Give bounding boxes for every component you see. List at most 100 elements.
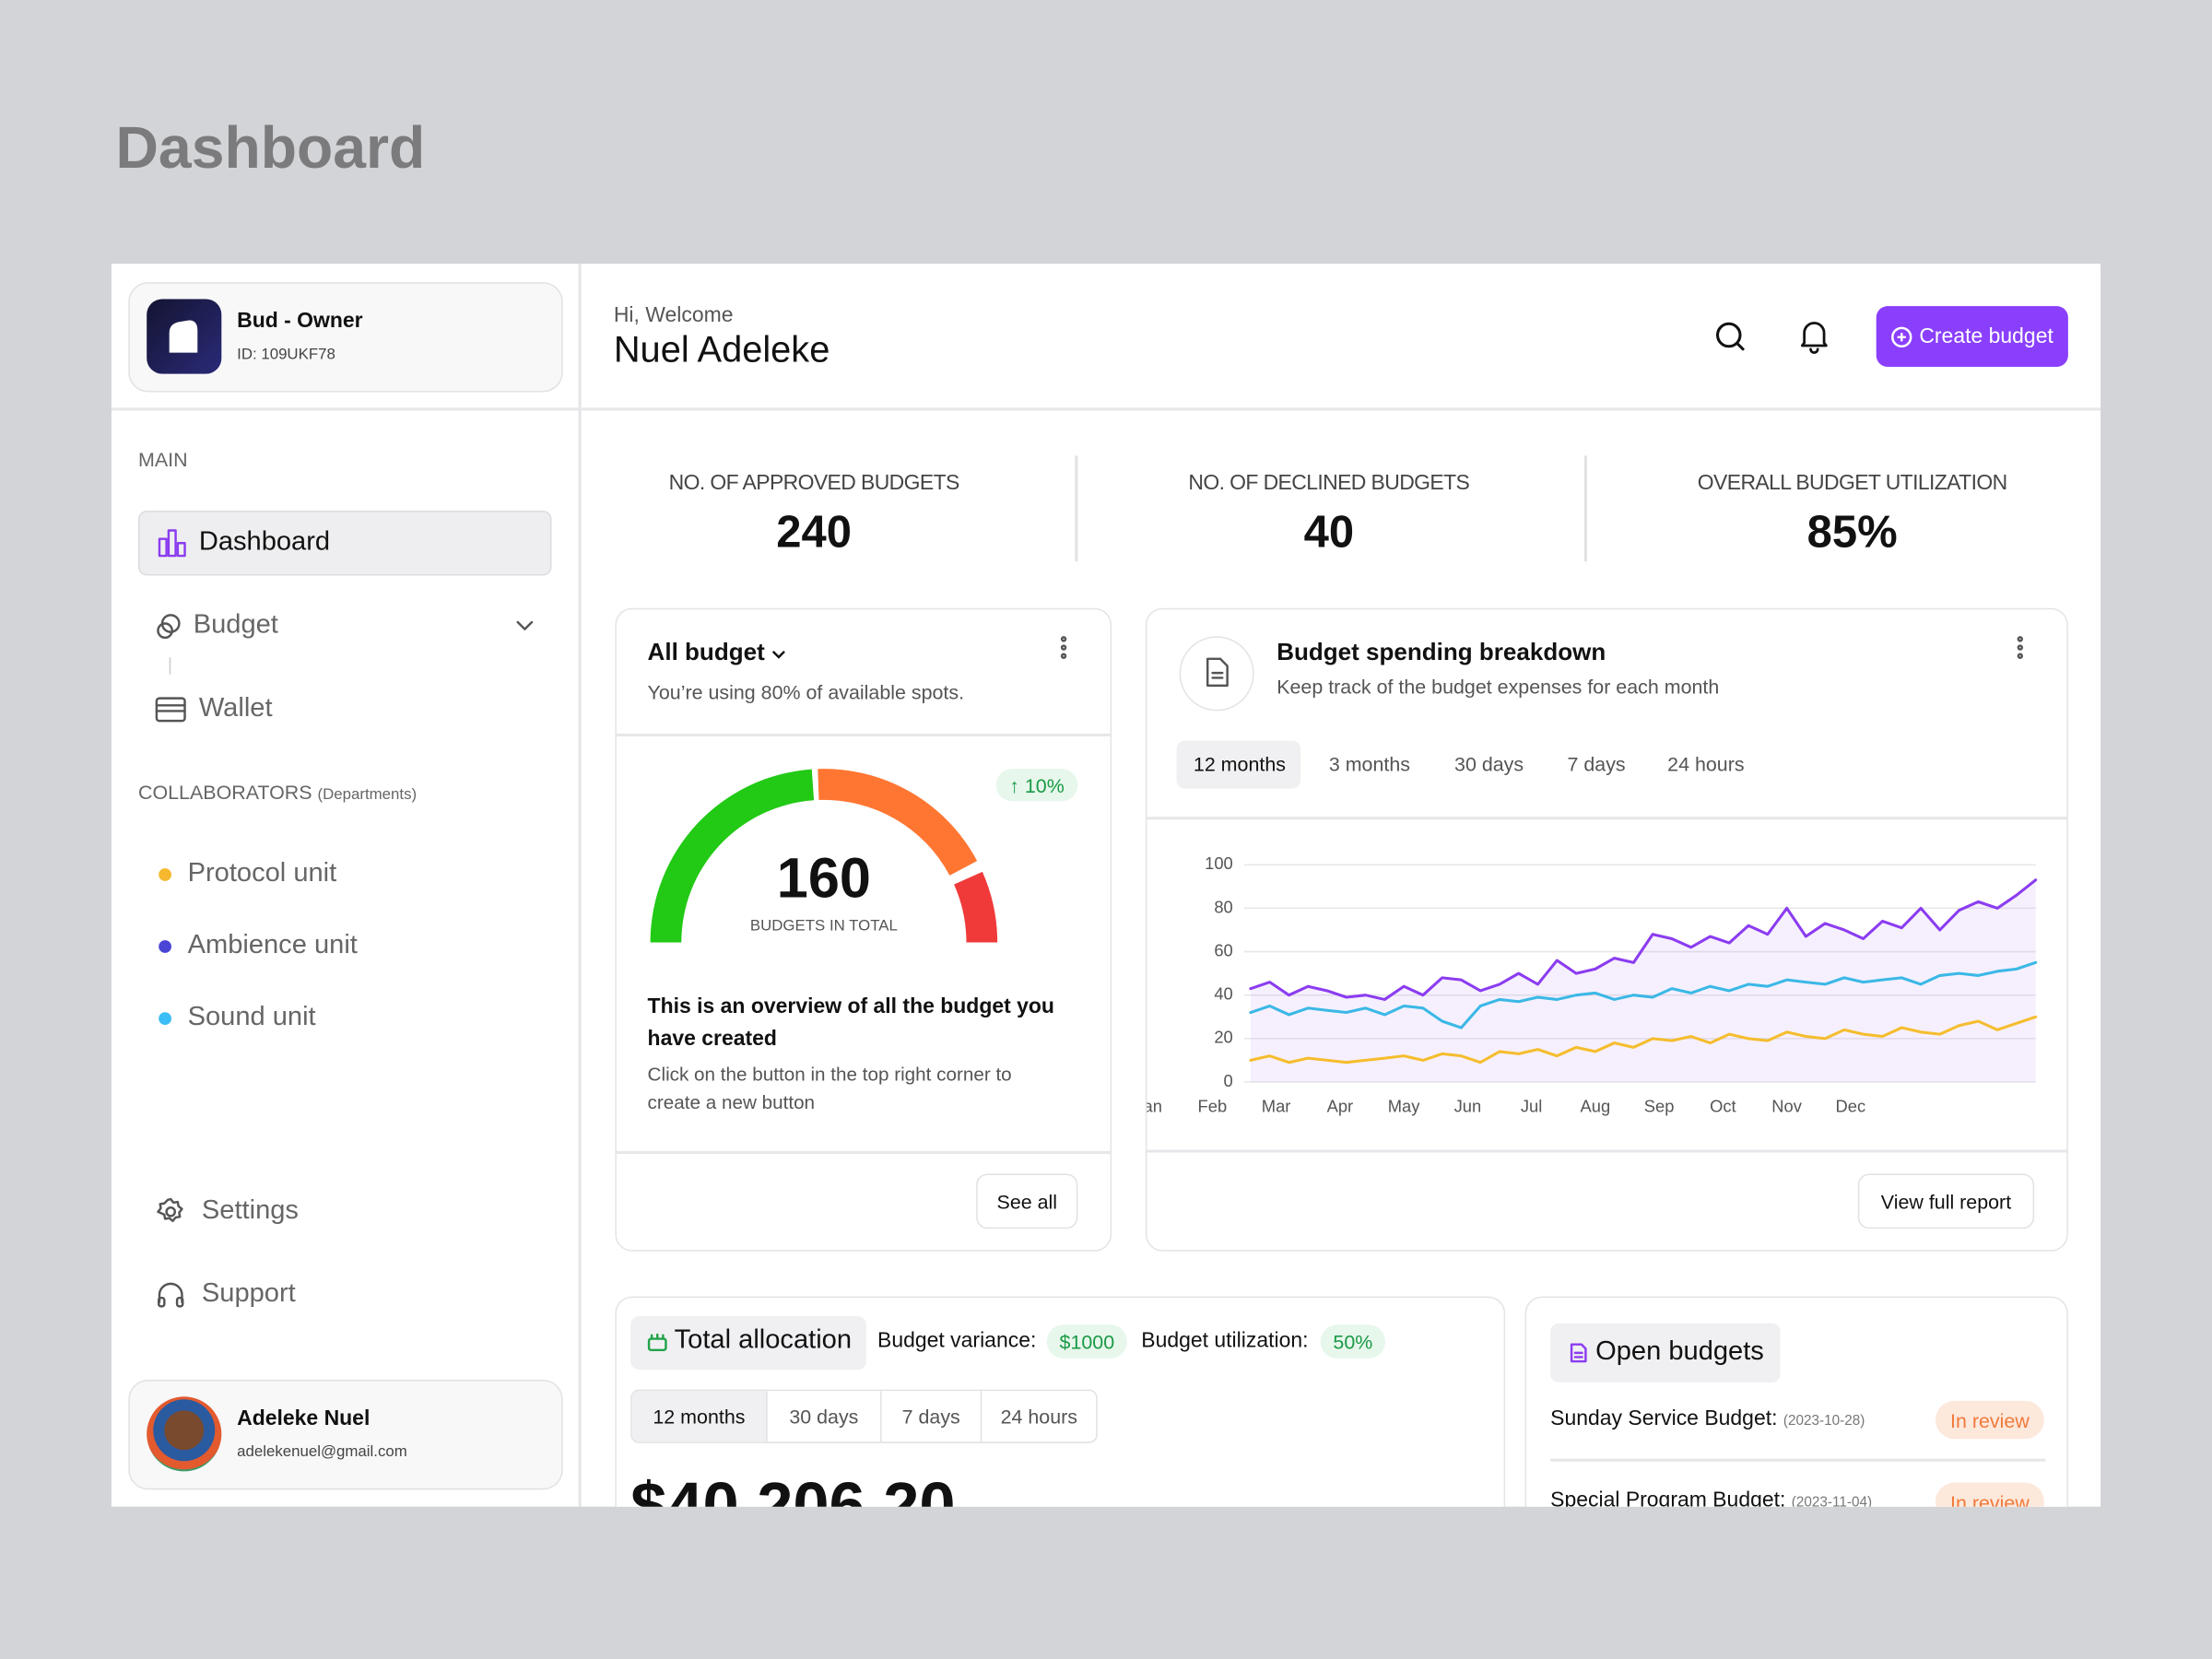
card-divider	[1147, 1149, 2067, 1152]
section-label: COLLABORATORS (Departments)	[138, 781, 417, 805]
series-line	[1249, 960, 2038, 1030]
more-menu[interactable]	[2016, 636, 2024, 659]
collaborator[interactable]: Sound unit	[187, 1002, 316, 1032]
nav-item-active[interactable]	[137, 511, 552, 576]
gauge-label: BUDGETS IN TOTAL	[749, 917, 898, 935]
stat-value: 240	[776, 506, 853, 558]
y-tick-label: 20	[1214, 1028, 1232, 1047]
x-tick-label: Nov	[1771, 1096, 1802, 1115]
budget-name: Sunday Service Budget:	[1550, 1406, 1778, 1431]
period-tab[interactable]: 30 days	[1454, 752, 1524, 776]
change-badge: ↑ 10%	[995, 769, 1078, 802]
color-dot	[159, 1012, 171, 1025]
card-divider	[616, 733, 1111, 736]
status-badge: In review	[1935, 1482, 2044, 1507]
card-title-text: All budget	[647, 639, 765, 666]
search-icon[interactable]	[1715, 322, 1747, 353]
all-budget-card	[615, 607, 1112, 1252]
series-line	[1249, 878, 2038, 1001]
budget-date: (2023-11-04)	[1791, 1495, 1873, 1507]
create-budget-button[interactable]: Create budget	[1876, 306, 2068, 367]
period-tab[interactable]: 7 days	[882, 1391, 982, 1442]
nav-label: Dashboard	[198, 526, 331, 557]
user-name: Adeleke Nuel	[237, 1406, 371, 1431]
button-label: Create budget	[1919, 324, 2053, 349]
tab-active-bg	[1176, 740, 1301, 789]
x-tick-label: May	[1388, 1096, 1421, 1115]
nav-label[interactable]: Wallet	[198, 693, 273, 724]
support-icon	[157, 1282, 184, 1308]
stat-label: NO. OF DECLINED BUDGETS	[1188, 471, 1470, 496]
stat-value: 40	[1303, 506, 1355, 558]
y-tick-label: 100	[1205, 853, 1233, 873]
app-frame: Bud - Owner ID: 109UKF78 MAIN Dashboard …	[111, 264, 2101, 1507]
greeting: Hi, Welcome	[613, 303, 734, 328]
chevron	[771, 650, 785, 659]
card-divider	[1147, 817, 2067, 819]
x-tick-label: Aug	[1581, 1096, 1611, 1115]
card-title: Budget spending breakdown	[1277, 639, 1606, 666]
period-tab[interactable]: 7 days	[1567, 752, 1626, 776]
budget-row[interactable]: Special Program Budget: (2023-11-04)	[1550, 1488, 1872, 1507]
budget-row[interactable]: Sunday Service Budget: (2023-10-28)	[1550, 1406, 1865, 1432]
document-icon	[1206, 657, 1229, 688]
metric-badge: $1000	[1046, 1324, 1127, 1359]
y-tick-label: 60	[1214, 940, 1232, 959]
notification-icon[interactable]	[1799, 320, 1830, 355]
stat-label: OVERALL BUDGET UTILIZATION	[1697, 471, 2007, 496]
see-all-button[interactable]: See all	[976, 1173, 1078, 1230]
dashboard-icon	[158, 529, 186, 558]
collaborator[interactable]: Ambience unit	[187, 930, 358, 960]
line-chart: 0 20 40 60 80 100 Jan Feb Mar Apr May Jun Jul Aug Sep O…	[1147, 853, 2038, 1115]
stat-divider	[1075, 455, 1077, 562]
status-badge: In review	[1935, 1400, 2044, 1440]
section-label: MAIN	[137, 448, 188, 471]
card-divider	[616, 1150, 1111, 1154]
section-note: (Departments)	[317, 786, 418, 804]
logo-mark	[169, 320, 198, 353]
icon-circle	[1179, 636, 1254, 712]
budget-name: Special Program Budget:	[1550, 1488, 1786, 1507]
collaborator[interactable]: Protocol unit	[187, 858, 337, 888]
account-id: ID: 109UKF78	[237, 346, 335, 363]
x-tick-label: Jan	[1147, 1096, 1162, 1115]
chevron[interactable]	[516, 619, 534, 633]
gauge-segment	[954, 871, 998, 943]
x-tick-label: Oct	[1710, 1096, 1736, 1115]
budget-icon	[157, 614, 181, 640]
nav-label[interactable]: Settings	[201, 1195, 299, 1226]
period-tab[interactable]: 12 months	[631, 1391, 768, 1442]
period-tab[interactable]: 30 days	[768, 1391, 882, 1442]
y-tick-label: 80	[1214, 897, 1232, 916]
stat-value: 85%	[1806, 506, 1898, 558]
account-logo	[147, 299, 222, 374]
header-divider	[111, 407, 2101, 410]
y-tick-label: 0	[1224, 1071, 1233, 1090]
more-menu[interactable]	[1059, 636, 1067, 659]
period-tab[interactable]: 3 months	[1328, 752, 1410, 776]
nav-label[interactable]: Budget	[193, 610, 278, 641]
color-dot	[159, 940, 171, 953]
nav-label[interactable]: Support	[201, 1278, 296, 1309]
y-tick-label: 40	[1214, 984, 1232, 1004]
x-tick-label: Jun	[1454, 1096, 1482, 1115]
account-name: Bud - Owner	[237, 309, 363, 334]
title-chip	[1550, 1323, 1781, 1382]
nav-connector	[169, 657, 171, 675]
metric-label: Budget utilization:	[1141, 1328, 1309, 1353]
row-divider	[1550, 1458, 2046, 1461]
page-title: Dashboard	[115, 113, 426, 181]
card-title[interactable]: All budget	[648, 639, 786, 667]
overview-heading: This is an overview of all the budget yo…	[647, 994, 1054, 1052]
period-tab[interactable]: 24 hours	[1000, 1405, 1077, 1428]
section-label-text: COLLABORATORS	[137, 781, 312, 804]
period-tab[interactable]: 24 hours	[1667, 752, 1745, 776]
period-tab[interactable]: 12 months	[1193, 752, 1286, 776]
view-report-button[interactable]: View full report	[1857, 1173, 2035, 1230]
card-title: Open budgets	[1595, 1336, 1764, 1367]
x-tick-label: Jul	[1521, 1096, 1542, 1115]
stat-divider	[1583, 455, 1587, 562]
card-title: Total allocation	[674, 1325, 853, 1356]
document-icon	[1570, 1343, 1587, 1363]
